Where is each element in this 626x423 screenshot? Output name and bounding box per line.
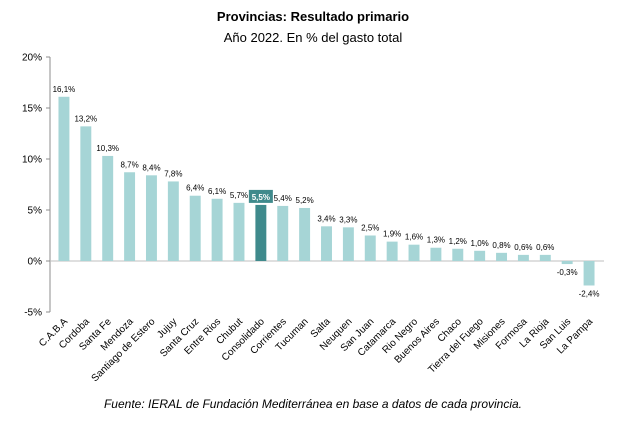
bar xyxy=(517,254,529,261)
y-axis: -5% 0% 5% 10% 15% 20% xyxy=(22,53,51,319)
bar xyxy=(321,226,332,261)
bar xyxy=(189,195,201,261)
data-label: 6,1% xyxy=(208,187,226,196)
y-tick-label: 20% xyxy=(22,53,42,64)
data-label: 10,3% xyxy=(96,144,119,153)
bar xyxy=(255,204,267,261)
bar xyxy=(167,181,179,261)
y-tick-label: 5% xyxy=(28,206,43,217)
data-label: 7,8% xyxy=(164,169,182,178)
data-label: -2,4% xyxy=(579,289,600,298)
data-label: -0,3% xyxy=(557,268,578,277)
data-label: 5,5% xyxy=(252,193,270,202)
data-label: 2,5% xyxy=(361,224,379,233)
data-label: 1,9% xyxy=(383,230,401,239)
bar xyxy=(80,126,92,261)
data-label: 5,4% xyxy=(274,194,292,203)
bar xyxy=(145,175,157,261)
data-label: 1,3% xyxy=(427,236,445,245)
data-label: 3,4% xyxy=(317,214,335,223)
chart-title: Provincias: Resultado primario xyxy=(216,9,410,24)
y-tick-label: 15% xyxy=(22,104,42,115)
data-label: 1,0% xyxy=(471,239,489,248)
data-labels: 16,1% 13,2% 10,3%8,7% 8,4% 7,8% 6,4% 6,1% 5,7% 5… xyxy=(53,85,600,299)
bar xyxy=(474,250,486,261)
bar xyxy=(386,241,398,261)
data-label: 1,2% xyxy=(449,237,467,246)
bar xyxy=(342,227,354,261)
bar xyxy=(452,248,464,261)
bar xyxy=(58,96,70,261)
bar xyxy=(583,261,595,286)
data-label: 5,7% xyxy=(230,191,248,200)
bar-chart: -5% 0% 5% 10% 15% 20% 16,1% 13,2% 10,3%8,7% 8,4%… xyxy=(22,53,604,384)
highlight-label-box xyxy=(248,189,273,203)
bar xyxy=(102,155,114,261)
bar xyxy=(233,202,245,261)
data-label: 1,6% xyxy=(405,233,423,242)
data-label: 0,6% xyxy=(514,243,532,252)
y-tick-label: -5% xyxy=(24,308,42,319)
data-label: 6,4% xyxy=(186,184,204,193)
bar xyxy=(539,254,551,261)
data-label: 0,6% xyxy=(536,243,554,252)
data-label: 0,8% xyxy=(492,241,510,250)
bar xyxy=(124,172,136,261)
data-label: 8,7% xyxy=(120,160,138,169)
y-tick-label: 10% xyxy=(22,155,42,166)
bar xyxy=(408,244,420,261)
bar xyxy=(299,207,311,261)
data-label: 5,2% xyxy=(296,196,314,205)
bar xyxy=(364,235,376,261)
data-label: 13,2% xyxy=(74,114,97,123)
chart-subtitle: Año 2022. En % del gasto total xyxy=(223,30,403,45)
data-label: 3,3% xyxy=(339,215,357,224)
source-note: Fuente: IERAL de Fundación Mediterránea … xyxy=(103,397,523,411)
bar xyxy=(277,205,289,261)
data-label: 16,1% xyxy=(53,85,76,94)
bar xyxy=(496,252,508,261)
data-label: 8,4% xyxy=(142,163,160,172)
bar xyxy=(430,247,442,261)
bar xyxy=(561,261,573,265)
y-tick-label: 0% xyxy=(28,257,43,268)
bar xyxy=(211,198,223,261)
bars xyxy=(58,96,595,286)
